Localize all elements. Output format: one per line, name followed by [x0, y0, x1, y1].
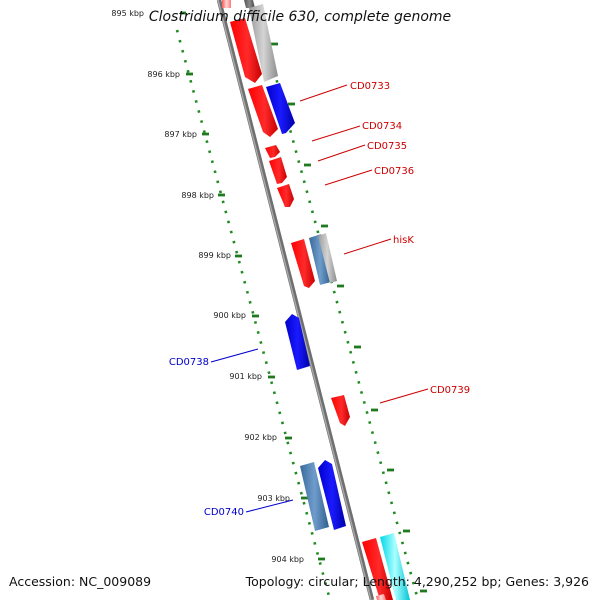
genome-summary-text: Topology: circular; Length: 4,290,252 bp…: [245, 574, 589, 589]
tick-label: 899 kbp: [198, 251, 231, 260]
gene-feature[interactable]: [248, 85, 278, 137]
gene-feature[interactable]: [309, 234, 331, 285]
tick-label: 900 kbp: [213, 311, 246, 320]
gene-feature[interactable]: [362, 538, 393, 600]
tick-label: 904 kbp: [271, 555, 304, 564]
gene-feature[interactable]: [277, 184, 294, 207]
tick-label: 901 kbp: [229, 372, 262, 381]
gene-feature[interactable]: [285, 314, 310, 370]
genome-backbone: [216, 0, 375, 600]
accession-text: Accession: NC_009089: [9, 574, 152, 589]
gene-label-cd0740[interactable]: CD0740: [204, 507, 244, 518]
gene-label-cd0733[interactable]: CD0733: [350, 81, 390, 92]
tick-label: 898 kbp: [181, 191, 214, 200]
gene-feature[interactable]: [266, 83, 295, 134]
gene-label-cd0736[interactable]: CD0736: [374, 166, 414, 177]
gene-feature[interactable]: [222, 0, 231, 8]
gene-feature[interactable]: [269, 157, 287, 184]
gene-feature[interactable]: [230, 18, 262, 83]
gene-feature[interactable]: [265, 145, 280, 158]
outer-major-ticks: [271, 42, 427, 593]
gene-label-cd0738[interactable]: CD0738: [169, 357, 209, 368]
inner-major-ticks: [180, 11, 325, 561]
tick-label: 902 kbp: [244, 433, 277, 442]
gene-label-hisk[interactable]: hisK: [393, 235, 414, 246]
label-leaders: [210, 84, 429, 513]
gene-label-cd0739[interactable]: CD0739: [430, 385, 470, 396]
gene-feature[interactable]: [318, 460, 346, 530]
genome-title: Clostridium difficile 630, complete geno…: [148, 9, 452, 25]
tick-label: 903 kbp: [257, 494, 290, 503]
tick-label: 897 kbp: [164, 130, 197, 139]
tick-label: 895 kbp: [111, 9, 144, 18]
gene-feature[interactable]: [300, 462, 329, 531]
gene-label-cd0735[interactable]: CD0735: [367, 141, 407, 152]
gene-feature[interactable]: [376, 594, 386, 600]
gene-label-cd0734[interactable]: CD0734: [362, 121, 402, 132]
gene-feature[interactable]: [291, 239, 315, 288]
gene-feature[interactable]: [380, 533, 410, 600]
gene-feature[interactable]: [331, 395, 350, 426]
gene-feature[interactable]: [249, 4, 278, 82]
gene-feature[interactable]: [318, 233, 337, 283]
gene-features: [222, 0, 410, 600]
tick-label: 896 kbp: [147, 70, 180, 79]
gene-feature[interactable]: [244, 0, 255, 8]
